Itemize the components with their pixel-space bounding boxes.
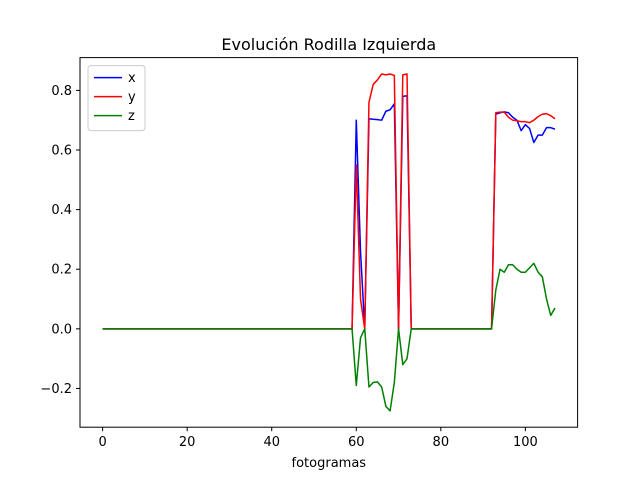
- series-line-z: [102, 262, 556, 412]
- x-tick-label: 0: [98, 435, 106, 450]
- x-tick-label: 60: [348, 435, 365, 450]
- chart-title: Evolución Rodilla Izquierda: [221, 35, 436, 54]
- x-tick-label: 40: [263, 435, 280, 450]
- legend-box: [87, 65, 146, 132]
- legend: xyz: [87, 65, 146, 132]
- y-tick-label: 0.4: [51, 203, 72, 218]
- y-tick-label: −0.2: [40, 382, 72, 397]
- series-line-y: [102, 73, 556, 330]
- series-line-x: [102, 95, 556, 330]
- legend-label-z: z: [128, 109, 135, 124]
- y-tick-label: 0.8: [51, 84, 72, 99]
- y-tick-label: 0.0: [51, 322, 72, 337]
- x-axis-label: fotogramas: [292, 456, 367, 471]
- axis-ticks: 0 20 40 60 80 100 −0.2 0.0 0.2 0.4 0.6 0.8: [40, 84, 537, 450]
- x-tick-label: 20: [179, 435, 196, 450]
- x-tick-label: 100: [513, 435, 538, 450]
- series-layer: [102, 73, 556, 412]
- y-tick-label: 0.2: [51, 263, 72, 278]
- legend-label-x: x: [128, 71, 136, 86]
- x-tick-label: 80: [433, 435, 450, 450]
- legend-label-y: y: [128, 90, 136, 105]
- plot-area-frame: [79, 57, 579, 428]
- y-tick-label: 0.6: [51, 144, 72, 159]
